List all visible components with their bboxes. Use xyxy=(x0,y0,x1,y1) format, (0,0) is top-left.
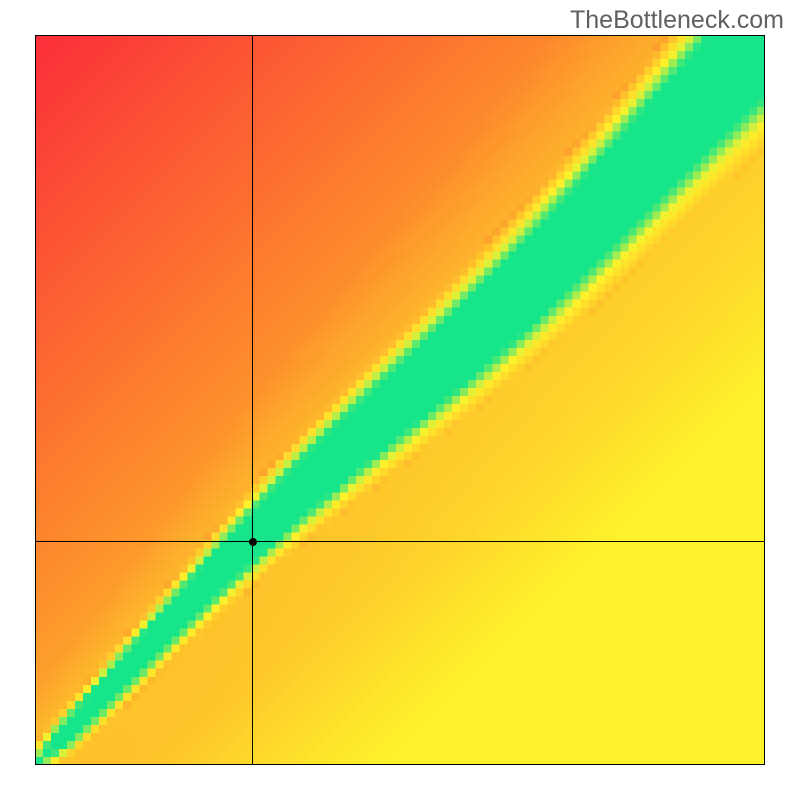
heatmap-canvas xyxy=(35,35,765,765)
chart-container: TheBottleneck.com xyxy=(0,0,800,800)
crosshair-horizontal xyxy=(35,541,765,542)
marker-dot xyxy=(249,538,257,546)
plot-area xyxy=(35,35,765,765)
watermark-text: TheBottleneck.com xyxy=(570,6,784,35)
crosshair-vertical xyxy=(252,35,253,765)
